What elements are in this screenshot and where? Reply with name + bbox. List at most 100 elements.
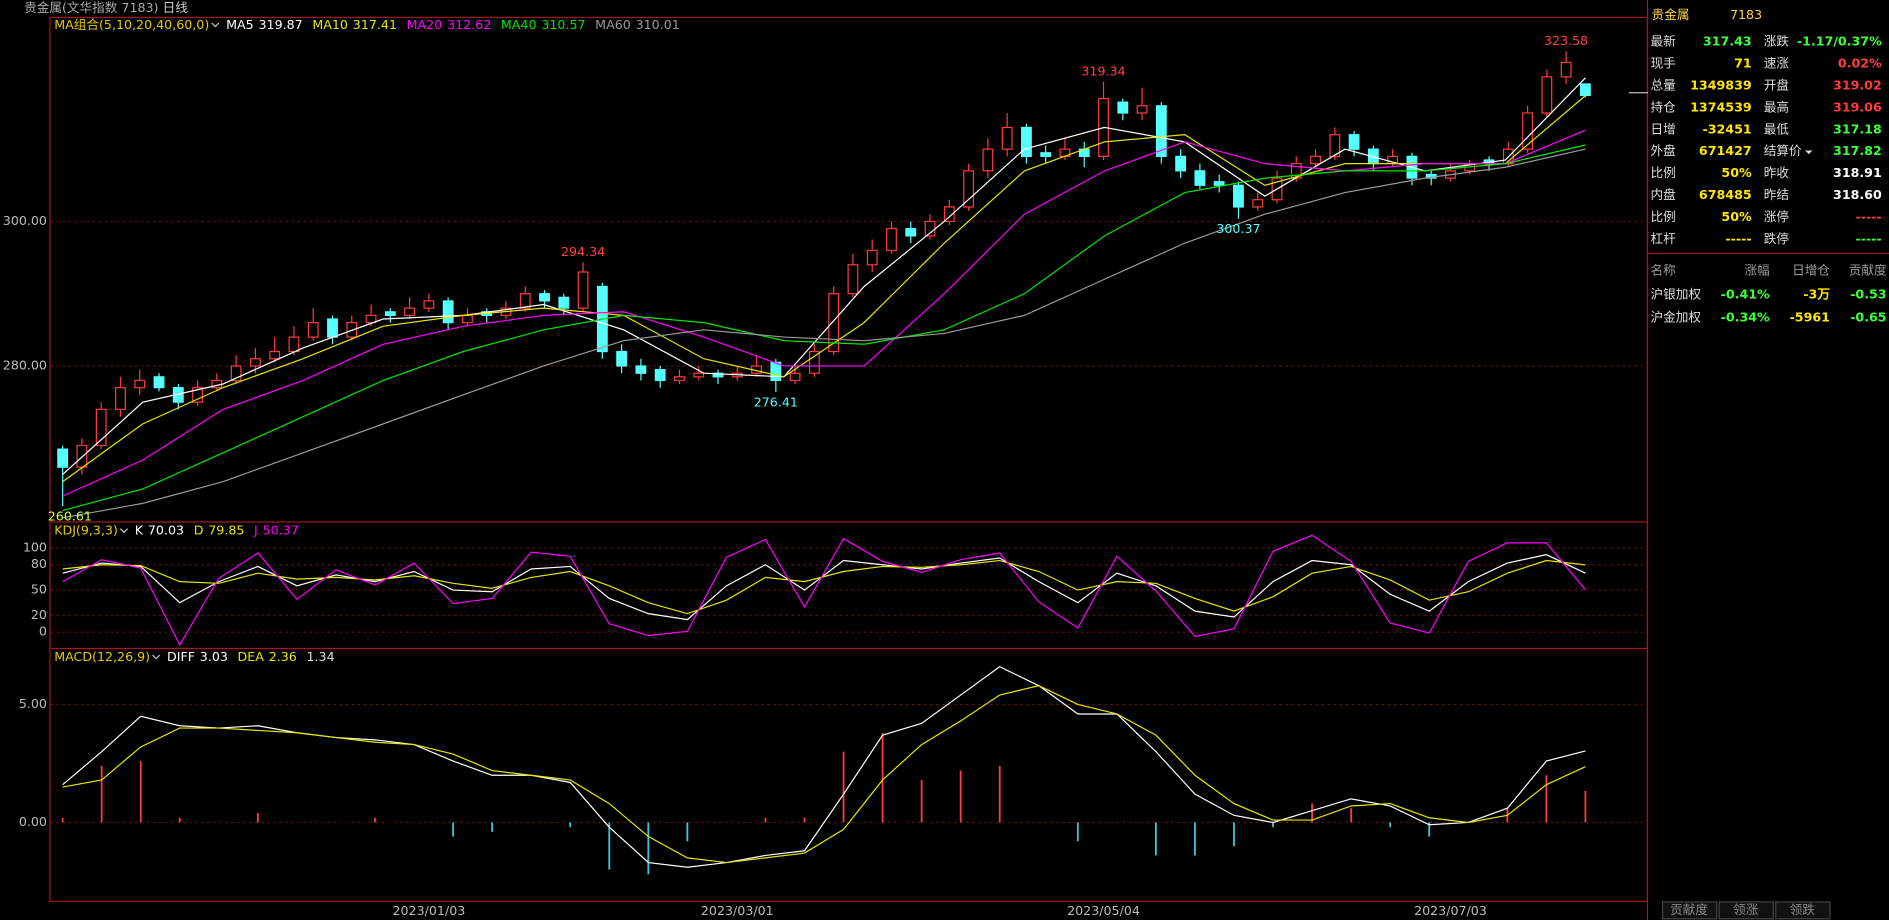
dropdown-icon	[1805, 150, 1813, 155]
quote-label: 最新	[1650, 34, 1676, 49]
legend-name: DEA	[238, 649, 265, 664]
board-cell: -0.34%	[1721, 309, 1770, 324]
quote-value: -----	[1856, 231, 1882, 246]
board-cell: -0.65	[1850, 309, 1886, 324]
candle-body	[365, 314, 377, 324]
candle-body	[1040, 152, 1052, 157]
candle-body	[1213, 181, 1225, 186]
tab-label[interactable]: 领涨	[1733, 902, 1759, 917]
high-label: 294.34	[561, 244, 605, 259]
legend-value: 50.37	[263, 523, 299, 538]
candle-body	[1310, 155, 1321, 165]
candle-body	[1560, 61, 1572, 78]
quote-value: 318.60	[1833, 187, 1882, 202]
candle-body	[442, 300, 454, 324]
candle-body	[115, 387, 126, 410]
high-label: 323.58	[1544, 33, 1588, 48]
ma-line	[62, 148, 1586, 519]
candle-body	[384, 311, 396, 317]
candle-body	[654, 369, 666, 382]
candle-body	[616, 350, 628, 367]
candle-body	[866, 249, 878, 266]
legend-name: D	[194, 523, 204, 538]
quote-label: 现手	[1650, 56, 1676, 71]
candle-body	[153, 376, 165, 389]
period[interactable]: 日线	[163, 0, 189, 15]
quote-value: 317.43	[1703, 34, 1752, 49]
quote-value: 1349839	[1690, 77, 1752, 92]
quote-value: 1374539	[1690, 99, 1752, 114]
candle-body	[1001, 126, 1013, 150]
legend-name: DIFF	[167, 649, 195, 664]
y-tick-label: 0	[39, 624, 47, 639]
board-cell: -0.53	[1850, 287, 1886, 302]
legend-name: MA10	[312, 17, 348, 32]
tab[interactable]	[1661, 901, 1718, 920]
candle-body	[693, 372, 705, 378]
quote-value: 671427	[1699, 143, 1752, 158]
dropdown-icon	[211, 22, 220, 28]
candle-body	[95, 408, 107, 447]
board-cell: -5961	[1790, 309, 1830, 324]
y-tick-label: 0.00	[19, 814, 47, 829]
candle-body	[249, 358, 261, 367]
board-header: 日增仓	[1792, 262, 1830, 277]
board-header: 名称	[1650, 262, 1676, 277]
indicator-line	[62, 554, 1586, 621]
candle-body	[539, 293, 550, 302]
candle-body	[269, 350, 281, 360]
quote-label: 昨结	[1764, 187, 1789, 202]
quote-label: 日增	[1650, 121, 1675, 136]
candle-body	[577, 271, 589, 309]
board-header: 涨幅	[1744, 262, 1769, 277]
indicator-title: MA组合(5,10,20,40,60,0)	[54, 17, 209, 32]
ma-line	[62, 129, 1586, 497]
tab[interactable]	[1718, 901, 1774, 920]
candle-body	[327, 318, 338, 338]
quote-value: -----	[1856, 209, 1882, 224]
quote-value: 318.91	[1833, 165, 1882, 180]
low-label: 276.41	[754, 394, 798, 409]
candle-body	[1155, 105, 1167, 157]
window-title: 贵金属(文华指数 7183)	[24, 0, 158, 15]
candle-body	[423, 300, 435, 309]
candle-body	[886, 228, 897, 251]
legend-value: 1.34	[306, 649, 334, 664]
candle-body	[1175, 155, 1187, 172]
quote-label: 跌停	[1764, 231, 1789, 246]
tab-label[interactable]: 贡献度	[1670, 902, 1708, 917]
y-tick-label: 100	[23, 539, 47, 554]
candle-body	[789, 372, 801, 382]
quote-label: 速涨	[1764, 56, 1790, 71]
y-tick-label: 280.00	[3, 358, 47, 373]
candle-body	[462, 314, 473, 324]
candle-body	[230, 365, 242, 382]
quote-label: 比例	[1650, 209, 1675, 224]
candle-body	[1522, 112, 1534, 150]
legend-value: 3.03	[200, 649, 228, 664]
quote-value: -32451	[1702, 121, 1751, 136]
candle-body	[808, 350, 820, 374]
quote-value: 50%	[1721, 165, 1752, 180]
legend-name: MA40	[501, 17, 537, 32]
quote-label: 涨停	[1764, 209, 1789, 224]
indicator-line	[62, 534, 1586, 647]
quote-label: 最低	[1764, 121, 1790, 136]
indicator-line	[62, 685, 1586, 864]
candle-body	[519, 293, 531, 309]
candle-body	[192, 387, 203, 403]
quote-value: 317.82	[1833, 143, 1882, 158]
tab[interactable]	[1775, 901, 1831, 920]
tab-label[interactable]: 领跌	[1790, 902, 1816, 917]
candle-body	[1329, 134, 1341, 157]
candle-body	[1136, 105, 1148, 114]
y-tick-label: 80	[31, 556, 47, 571]
legend-value: 70.03	[148, 523, 184, 538]
quote-label: 总量	[1650, 77, 1676, 92]
candle-body	[1020, 126, 1032, 157]
quote-label: 最高	[1764, 99, 1789, 114]
ma-line	[62, 144, 1586, 512]
